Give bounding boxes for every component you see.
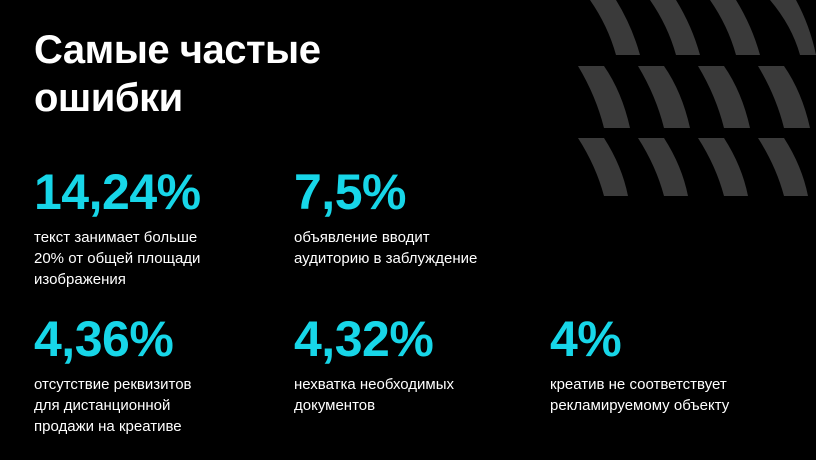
title-line-1: Самые частые <box>34 28 321 72</box>
stat-description-line: рекламируемому объекту <box>550 397 730 414</box>
stat-value: 4,32% <box>294 311 434 367</box>
page-title: Самые частые ошибки <box>34 26 414 122</box>
stat-value: 14,24% <box>34 164 201 220</box>
stat-description-line: 20% от общей площади <box>34 250 201 267</box>
stat-block: 7,5% объявление вводит аудиторию в заблу… <box>294 165 534 269</box>
stat-value: 4% <box>550 311 622 367</box>
stripe <box>758 66 810 128</box>
stat-description-line: для дистанционной <box>34 397 171 414</box>
stat-description: отсутствие реквизитов для дистанционной … <box>34 374 274 437</box>
stripe <box>698 138 748 196</box>
stat-block: 14,24% текст занимает больше 20% от обще… <box>34 165 274 290</box>
stat-value: 7,5% <box>294 164 406 220</box>
stat-description: текст занимает больше 20% от общей площа… <box>34 227 274 290</box>
stat-description-line: аудиторию в заблуждение <box>294 250 478 267</box>
stripe <box>638 138 688 196</box>
stat-description: креатив не соответствует рекламируемому … <box>550 374 790 416</box>
stripe <box>638 66 690 128</box>
stripe <box>710 0 760 55</box>
stripe <box>650 0 700 55</box>
stripe <box>590 0 640 55</box>
stat-description-line: текст занимает больше <box>34 229 198 246</box>
stripe <box>770 0 816 55</box>
stat-block: 4,36% отсутствие реквизитов для дистанци… <box>34 312 274 437</box>
stripe <box>698 66 750 128</box>
stat-block: 4% креатив не соответствует рекламируемо… <box>550 312 790 416</box>
stat-description: объявление вводит аудиторию в заблуждени… <box>294 227 534 269</box>
stat-description-line: нехватка необходимых <box>294 376 455 393</box>
stat-description-line: документов <box>294 397 376 414</box>
title-line-2: ошибки <box>34 76 183 120</box>
stat-block: 4,32% нехватка необходимых документов <box>294 312 534 416</box>
stripe <box>758 138 808 196</box>
stat-description-line: продажи на креативе <box>34 418 182 435</box>
stat-description: нехватка необходимых документов <box>294 374 534 416</box>
stat-description-line: объявление вводит <box>294 229 430 246</box>
stat-description-line: изображения <box>34 271 126 288</box>
stripe <box>578 66 630 128</box>
stat-description-line: креатив не соответствует <box>550 376 727 393</box>
stripe <box>578 138 628 196</box>
stat-description-line: отсутствие реквизитов <box>34 376 192 393</box>
stat-value: 4,36% <box>34 311 174 367</box>
